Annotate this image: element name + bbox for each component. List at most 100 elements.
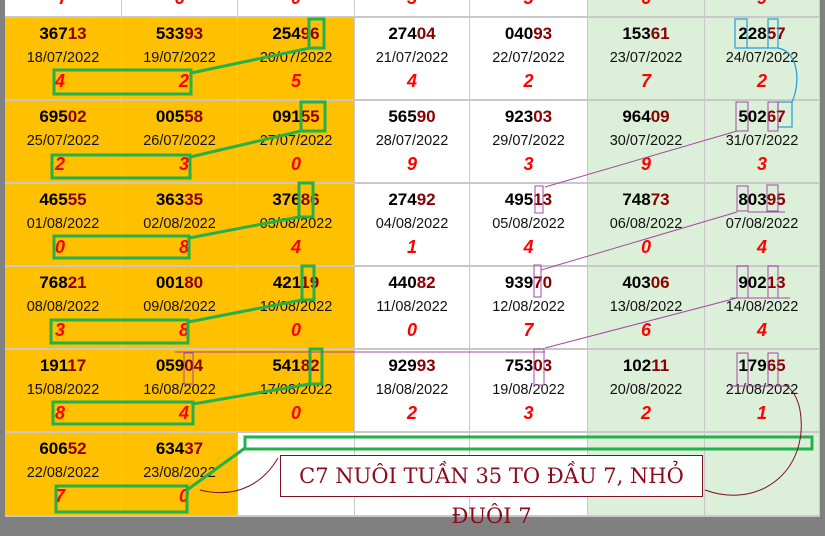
number-head: 541	[272, 356, 301, 375]
number-head: 606	[39, 439, 68, 458]
cell-partial: 5	[470, 0, 588, 18]
bottom-digit: 2	[640, 403, 651, 423]
result-cell: 54182 17/08/2022 0	[238, 350, 355, 433]
number-tail: 93	[416, 356, 436, 375]
number-head: 179	[738, 356, 767, 375]
number-tail: 55	[300, 107, 320, 126]
result-date: 21/08/2022	[725, 382, 799, 398]
number-tail: 57	[766, 24, 786, 43]
number-head: 502	[738, 107, 767, 126]
bottom-digit: 9	[406, 154, 417, 174]
result-date: 18/08/2022	[375, 382, 449, 398]
bottom-digit: 9	[705, 0, 819, 9]
result-number: 75303	[470, 356, 587, 376]
result-cell: 17965 21/08/2022 1	[705, 350, 820, 433]
result-number: 50267	[705, 107, 819, 127]
result-date: 01/08/2022	[26, 216, 100, 232]
number-tail: 92	[416, 190, 436, 209]
bottom-digit: 9	[640, 154, 651, 174]
number-head: 902	[738, 273, 767, 292]
result-date: 08/08/2022	[26, 299, 100, 315]
result-cell: 69502 25/07/2022 2	[5, 101, 122, 184]
result-date: 24/07/2022	[725, 50, 799, 66]
bottom-digit: 0	[290, 154, 301, 174]
result-number: 19117	[5, 356, 121, 376]
number-head: 964	[622, 107, 651, 126]
result-date: 29/07/2022	[492, 133, 565, 149]
result-number: 42119	[238, 273, 354, 293]
number-tail: 13	[766, 273, 786, 292]
result-cell: 56590 28/07/2022 9	[355, 101, 470, 184]
bottom-digit: 8	[178, 237, 189, 257]
number-tail: 70	[533, 273, 553, 292]
result-number: 27404	[355, 24, 469, 44]
number-head: 059	[155, 356, 185, 375]
bottom-digit: 8	[55, 403, 66, 423]
result-cell: 90213 14/08/2022 4	[705, 267, 820, 350]
cell-partial: 0	[238, 0, 355, 18]
number-head: 923	[504, 107, 534, 126]
result-cell: 25496 20/07/2022 5	[238, 18, 355, 101]
result-cell: 00558 26/07/2022 3	[122, 101, 238, 184]
cell-partial: 6	[588, 0, 705, 18]
number-tail: 55	[67, 190, 87, 209]
result-cell: 53393 19/07/2022 2	[122, 18, 238, 101]
bottom-digit: 6	[122, 0, 237, 9]
result-number: 96409	[588, 107, 704, 127]
result-date: 20/08/2022	[609, 382, 683, 398]
number-head: 421	[272, 273, 301, 292]
bottom-digit: 4	[178, 403, 189, 423]
cell-partial: 3	[355, 0, 470, 18]
result-date: 31/07/2022	[725, 133, 799, 149]
result-number: 00180	[122, 273, 237, 293]
bottom-digit: 1	[756, 403, 767, 423]
number-tail: 21	[67, 273, 87, 292]
result-date: 27/07/2022	[259, 133, 333, 149]
result-number: 80395	[705, 190, 819, 210]
number-tail: 65	[766, 356, 786, 375]
result-date: 18/07/2022	[26, 50, 100, 66]
number-tail: 90	[416, 107, 436, 126]
bottom-digit: 3	[756, 154, 767, 174]
result-date: 12/08/2022	[492, 299, 565, 315]
result-number: 00558	[122, 107, 237, 127]
number-tail: 03	[533, 107, 553, 126]
result-cell: 27404 21/07/2022 4	[355, 18, 470, 101]
result-date: 15/08/2022	[26, 382, 100, 398]
number-head: 634	[155, 439, 185, 458]
bottom-digit: 8	[178, 320, 189, 340]
result-cell: 27492 04/08/2022 1	[355, 184, 470, 267]
result-number: 36713	[5, 24, 121, 44]
result-date: 06/08/2022	[609, 216, 683, 232]
number-head: 001	[155, 273, 185, 292]
result-cell: 42119 10/08/2022 0	[238, 267, 355, 350]
number-head: 254	[272, 24, 301, 43]
result-date: 03/08/2022	[259, 216, 333, 232]
number-head: 153	[622, 24, 651, 43]
bottom-digit: 2	[178, 71, 189, 91]
bottom-digit: 0	[406, 320, 417, 340]
result-cell: 37686 03/08/2022 4	[238, 184, 355, 267]
result-cell: 36335 02/08/2022 8	[122, 184, 238, 267]
number-head: 040	[504, 24, 534, 43]
result-number: 17965	[705, 356, 819, 376]
result-cell: 22857 24/07/2022 2	[705, 18, 820, 101]
number-head: 533	[155, 24, 185, 43]
result-date: 17/08/2022	[259, 382, 333, 398]
number-head: 274	[388, 24, 417, 43]
bottom-digit: 6	[588, 0, 704, 9]
result-number: 74873	[588, 190, 704, 210]
result-number: 69502	[5, 107, 121, 127]
result-cell	[705, 433, 820, 517]
result-cell: 40306 13/08/2022 6	[588, 267, 705, 350]
result-number: 27492	[355, 190, 469, 210]
result-date: 26/07/2022	[143, 133, 216, 149]
result-date: 21/07/2022	[375, 50, 449, 66]
number-tail: 02	[67, 107, 87, 126]
cell-partial: 7	[5, 0, 122, 18]
result-cell: 74873 06/08/2022 0	[588, 184, 705, 267]
bottom-digit: 4	[756, 320, 767, 340]
bottom-digit: 6	[640, 320, 651, 340]
number-head: 376	[272, 190, 301, 209]
result-number: 56590	[355, 107, 469, 127]
